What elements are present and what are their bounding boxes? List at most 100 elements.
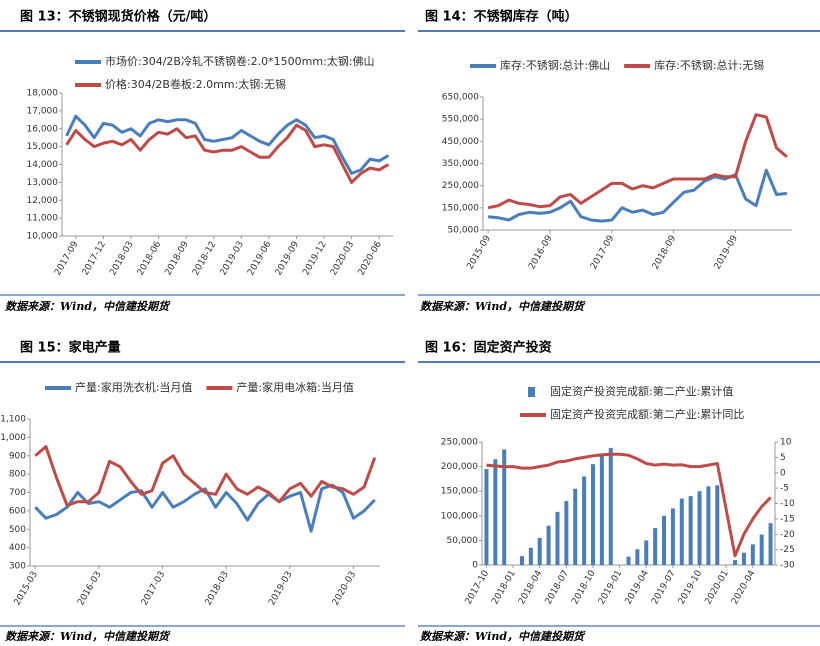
y2-tick-label: 5 [780, 453, 786, 463]
y2-tick-label: -15 [780, 514, 795, 524]
legend-label: 固定资产投资完成额:第二产业:累计同比 [550, 407, 744, 421]
y2-tick-label: 10 [780, 438, 792, 448]
y-tick-label: 1,000 [0, 433, 26, 443]
x-tick-label: 2020-06 [357, 240, 385, 278]
bar [493, 459, 498, 565]
x-tick-label: 2017-09 [589, 234, 617, 272]
y-tick-label: 50,000 [448, 226, 480, 236]
y-tick-label: 150,000 [441, 487, 478, 497]
legend-label: 市场价:304/2B冷轧不锈钢卷:2.0*1500mm:太钢:佛山 [105, 54, 375, 68]
x-tick-label: 2017-10 [464, 569, 492, 607]
bar [653, 528, 658, 565]
y-tick-label: 250,000 [441, 438, 478, 448]
x-tick-label: 2018-01 [490, 569, 517, 607]
series-line [486, 452, 772, 558]
y-tick-label: 18,000 [27, 89, 59, 99]
x-tick-label: 2019-12 [301, 240, 328, 278]
x-tick-label: 2018-03 [204, 570, 231, 608]
x-tick-label: 2019-09 [274, 240, 302, 278]
legend-label: 价格:304/2B卷板:2.0mm:太钢:无锡 [105, 77, 286, 91]
bar [528, 547, 533, 565]
y-tick-label: 12,000 [27, 196, 59, 206]
bar [670, 508, 675, 565]
y-tick-label: 1,100 [0, 415, 26, 425]
legend-swatch [528, 387, 535, 397]
x-tick-label: 2019-04 [624, 569, 652, 607]
x-tick-label: 2016-03 [76, 570, 103, 608]
panel-title: 图 14：不锈钢库存（吨） [425, 9, 578, 25]
y-tick-label: 900 [9, 451, 26, 461]
x-tick-label: 2015-09 [465, 234, 493, 272]
bar [759, 534, 764, 565]
bar [555, 511, 560, 565]
bar [688, 496, 693, 565]
x-tick-label: 2020-01 [703, 569, 730, 607]
x-tick-label: 2020-03 [331, 570, 358, 608]
y-tick-label: 100,000 [441, 511, 478, 521]
bar [608, 447, 613, 565]
y-tick-label: 550,000 [442, 115, 479, 125]
legend-label: 库存:不锈钢:总计:佛山 [500, 58, 610, 72]
source-note: 数据来源：Wind，中信建投期货 [5, 300, 171, 313]
panel-title: 图 15：家电产量 [20, 340, 121, 356]
bar [626, 556, 631, 565]
y-tick-label: 11,000 [27, 214, 59, 224]
x-tick-label: 2018-10 [570, 569, 598, 607]
y-tick-label: 500 [9, 525, 26, 535]
series-line [487, 168, 788, 223]
series-line [487, 113, 788, 210]
x-tick-label: 2019-01 [597, 569, 624, 607]
bar [635, 549, 640, 565]
y-tick-label: 700 [9, 488, 26, 498]
x-tick-label: 2020-03 [329, 240, 356, 278]
x-tick-label: 2019-10 [677, 569, 705, 607]
x-tick-label: 2019-06 [246, 240, 274, 278]
panel-title: 图 16：固定资产投资 [425, 340, 552, 356]
bar [644, 540, 649, 565]
bar [662, 515, 667, 565]
bar [519, 556, 524, 565]
bar [484, 469, 489, 565]
x-tick-label: 2019-03 [267, 570, 294, 608]
y-tick-label: 0 [472, 561, 478, 571]
y-tick-label: 650,000 [442, 93, 479, 103]
legend-label: 库存:不锈钢:总计:无锡 [654, 58, 764, 72]
y-tick-label: 600 [9, 506, 26, 516]
y-tick-label: 400 [9, 543, 26, 553]
x-tick-label: 2017-12 [81, 240, 108, 278]
y-tick-label: 16,000 [27, 124, 59, 134]
bar [697, 491, 702, 565]
bar [590, 464, 595, 565]
x-tick-label: 2018-06 [136, 240, 164, 278]
bar [768, 523, 773, 565]
series-line [34, 445, 377, 507]
x-tick-label: 2018-12 [191, 240, 218, 278]
panel-title: 图 13：不锈钢现货价格（元/吨） [20, 9, 216, 25]
series-line [34, 483, 376, 533]
y2-tick-label: -5 [780, 484, 789, 494]
x-tick-label: 2019-07 [650, 569, 677, 607]
source-note: 数据来源：Wind，中信建投期货 [420, 630, 586, 643]
bar [715, 485, 720, 565]
x-tick-label: 2019-03 [219, 240, 246, 278]
y2-tick-label: 0 [780, 468, 786, 478]
y2-tick-label: -10 [780, 499, 795, 509]
y-tick-label: 13,000 [27, 178, 59, 188]
y-tick-label: 800 [9, 470, 26, 480]
y2-tick-label: -20 [780, 530, 795, 540]
y-tick-label: 200,000 [441, 462, 478, 472]
y-tick-label: 450,000 [442, 137, 479, 147]
x-tick-label: 2018-09 [163, 240, 191, 278]
y-tick-label: 250,000 [442, 181, 479, 191]
source-note: 数据来源：Wind，中信建投期货 [420, 300, 586, 313]
bar [741, 552, 746, 565]
y-tick-label: 300 [9, 562, 26, 572]
x-tick-label: 2018-04 [517, 569, 545, 607]
bar [502, 449, 507, 565]
legend-label: 固定资产投资完成额:第二产业:累计值 [550, 384, 733, 398]
bar [564, 501, 569, 565]
source-note: 数据来源：Wind，中信建投期货 [5, 630, 171, 643]
bar [750, 544, 755, 565]
y-tick-label: 150,000 [442, 203, 479, 213]
